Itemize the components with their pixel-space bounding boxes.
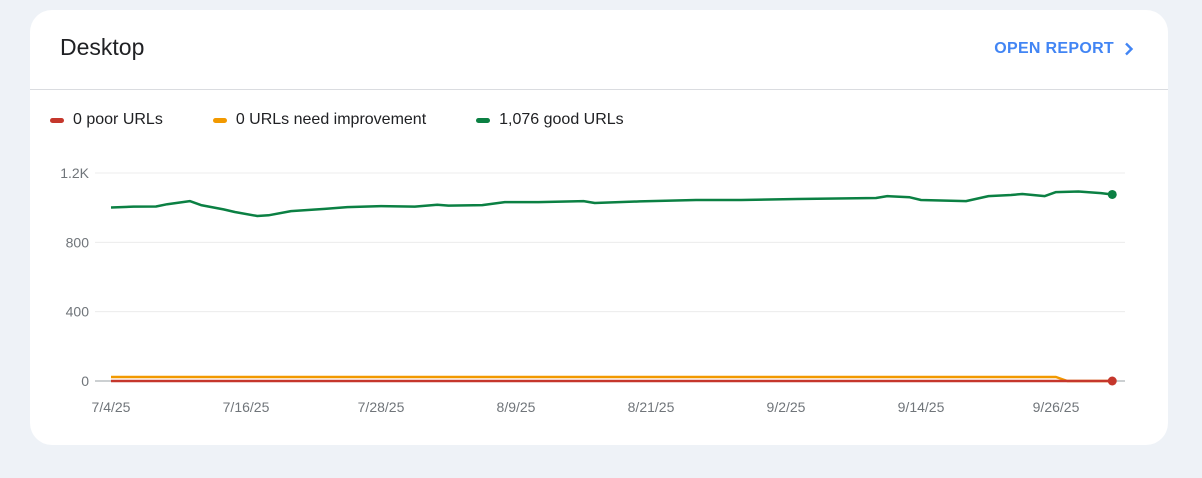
open-report-button[interactable]: OPEN REPORT bbox=[994, 40, 1134, 58]
x-tick-label: 7/16/25 bbox=[223, 399, 270, 415]
x-tick-label: 9/2/25 bbox=[767, 399, 806, 415]
card-title: Desktop bbox=[60, 34, 145, 60]
legend-swatch bbox=[476, 117, 491, 123]
x-tick-label: 8/21/25 bbox=[628, 399, 675, 415]
legend-label: 1,076 good URLs bbox=[499, 111, 624, 128]
header-divider bbox=[30, 89, 1168, 90]
x-tick-label: 9/14/25 bbox=[898, 399, 945, 415]
y-tick-label: 800 bbox=[66, 234, 90, 250]
desktop-card: Desktop OPEN REPORT 0 poor URLs 0 URLs n… bbox=[30, 10, 1168, 445]
y-tick-label: 400 bbox=[66, 304, 90, 320]
legend-item-needs-improvement[interactable]: 0 URLs need improvement bbox=[212, 111, 427, 129]
series-end-point bbox=[1107, 376, 1117, 386]
chevron-right-icon bbox=[1125, 42, 1134, 56]
series-line-good-urls bbox=[110, 190, 1113, 218]
series-end-point bbox=[1107, 189, 1117, 199]
legend-swatch bbox=[50, 117, 64, 123]
legend-swatch bbox=[212, 117, 227, 123]
open-report-label: OPEN REPORT bbox=[994, 40, 1114, 57]
legend-label: 0 poor URLs bbox=[73, 111, 163, 128]
x-tick-label: 8/9/25 bbox=[497, 399, 536, 415]
legend-item-poor[interactable]: 0 poor URLs bbox=[50, 111, 163, 129]
x-tick-label: 7/28/25 bbox=[358, 399, 405, 415]
y-tick-label: 1.2K bbox=[60, 165, 89, 181]
legend-label: 0 URLs need improvement bbox=[235, 111, 427, 128]
y-tick-label: 0 bbox=[81, 373, 89, 389]
x-tick-label: 7/4/25 bbox=[92, 399, 131, 415]
chart-legend: 0 poor URLs 0 URLs need improvement 1,07… bbox=[50, 111, 674, 129]
legend-item-good[interactable]: 1,076 good URLs bbox=[476, 111, 624, 129]
x-tick-label: 9/26/25 bbox=[1033, 399, 1080, 415]
